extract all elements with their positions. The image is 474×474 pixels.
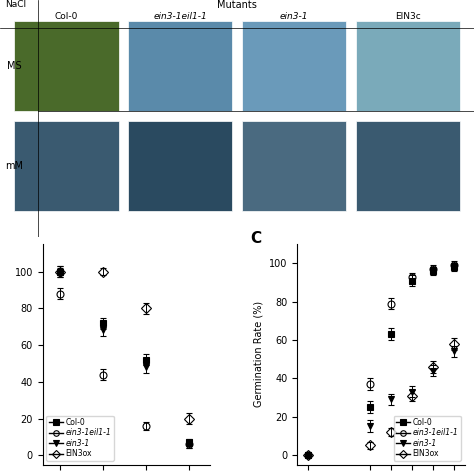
Text: ein3-1eil1-1: ein3-1eil1-1 xyxy=(153,12,207,21)
Text: Mutants: Mutants xyxy=(217,0,257,10)
Bar xyxy=(356,121,460,211)
Text: MS: MS xyxy=(7,61,21,72)
Bar xyxy=(128,121,232,211)
Bar xyxy=(128,21,232,111)
Bar xyxy=(14,121,118,211)
Text: Col-0: Col-0 xyxy=(55,12,78,21)
Bar xyxy=(242,121,346,211)
Text: EIN3c: EIN3c xyxy=(395,12,420,21)
Legend: Col-0, ein3-1eil1-1, ein3-1, EIN3ox: Col-0, ein3-1eil1-1, ein3-1, EIN3ox xyxy=(46,416,114,461)
Bar xyxy=(356,21,460,111)
Text: mM: mM xyxy=(5,161,23,171)
Bar xyxy=(242,21,346,111)
Legend: Col-0, ein3-1eil1-1, ein3-1, EIN3ox: Col-0, ein3-1eil1-1, ein3-1, EIN3ox xyxy=(393,416,461,461)
Bar xyxy=(14,21,118,111)
Text: C: C xyxy=(250,231,261,246)
Text: ein3-1: ein3-1 xyxy=(280,12,308,21)
Y-axis label: Germination Rate (%): Germination Rate (%) xyxy=(254,301,264,407)
Text: NaCl: NaCl xyxy=(5,0,26,9)
